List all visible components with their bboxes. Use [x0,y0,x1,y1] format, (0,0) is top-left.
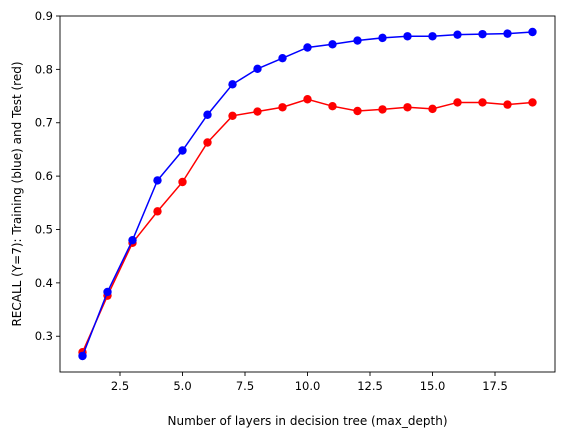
x-axis-ticks: 2.5 5.0 7.5 10.0 12.5 15.0 17.5 [111,372,508,393]
data-point [103,288,111,296]
x-tick-label: 5.0 [173,379,191,393]
data-point [428,105,436,113]
data-point [328,40,336,48]
data-point [153,176,161,184]
y-tick-label: 0.5 [35,222,53,236]
plot-frame [60,16,555,372]
series-line [83,32,533,356]
x-tick-label: 17.5 [482,379,508,393]
data-point [353,36,361,44]
y-axis-ticks: 0.3 0.4 0.5 0.6 0.7 0.8 0.9 [35,9,60,343]
data-point [428,32,436,40]
data-point [403,103,411,111]
y-tick-label: 0.6 [35,169,53,183]
data-point [378,105,386,113]
data-point [378,34,386,42]
data-point [478,98,486,106]
data-point [503,29,511,37]
series-1 [78,95,536,356]
x-tick-label: 12.5 [357,379,383,393]
data-point [353,107,361,115]
data-point [128,236,136,244]
x-tick-label: 15.0 [420,379,446,393]
y-tick-label: 0.4 [35,276,53,290]
data-point [503,100,511,108]
data-point [178,146,186,154]
x-tick-label: 10.0 [295,379,321,393]
data-point [253,65,261,73]
y-tick-label: 0.3 [35,329,53,343]
data-point [228,80,236,88]
data-point [453,98,461,106]
data-point [153,207,161,215]
plot-area [60,16,555,372]
data-point [228,112,236,120]
series-layer [78,28,536,360]
series-line [83,99,533,352]
data-point [528,98,536,106]
y-tick-label: 0.7 [35,116,53,130]
data-point [478,30,486,38]
data-point [303,43,311,51]
data-point [178,178,186,186]
data-point [528,28,536,36]
data-point [328,102,336,110]
y-tick-label: 0.8 [35,62,53,76]
data-point [78,352,86,360]
series-2 [78,28,536,360]
data-point [278,103,286,111]
data-point [403,32,411,40]
data-point [278,54,286,62]
x-axis-label: Number of layers in decision tree (max_d… [168,414,448,428]
x-tick-label: 2.5 [111,379,129,393]
data-point [253,107,261,115]
y-axis-label: RECALL (Y=7): Training (blue) and Test (… [10,61,24,326]
data-point [303,95,311,103]
data-point [203,111,211,119]
x-tick-label: 7.5 [236,379,254,393]
y-tick-label: 0.9 [35,9,53,23]
data-point [203,138,211,146]
data-point [453,30,461,38]
